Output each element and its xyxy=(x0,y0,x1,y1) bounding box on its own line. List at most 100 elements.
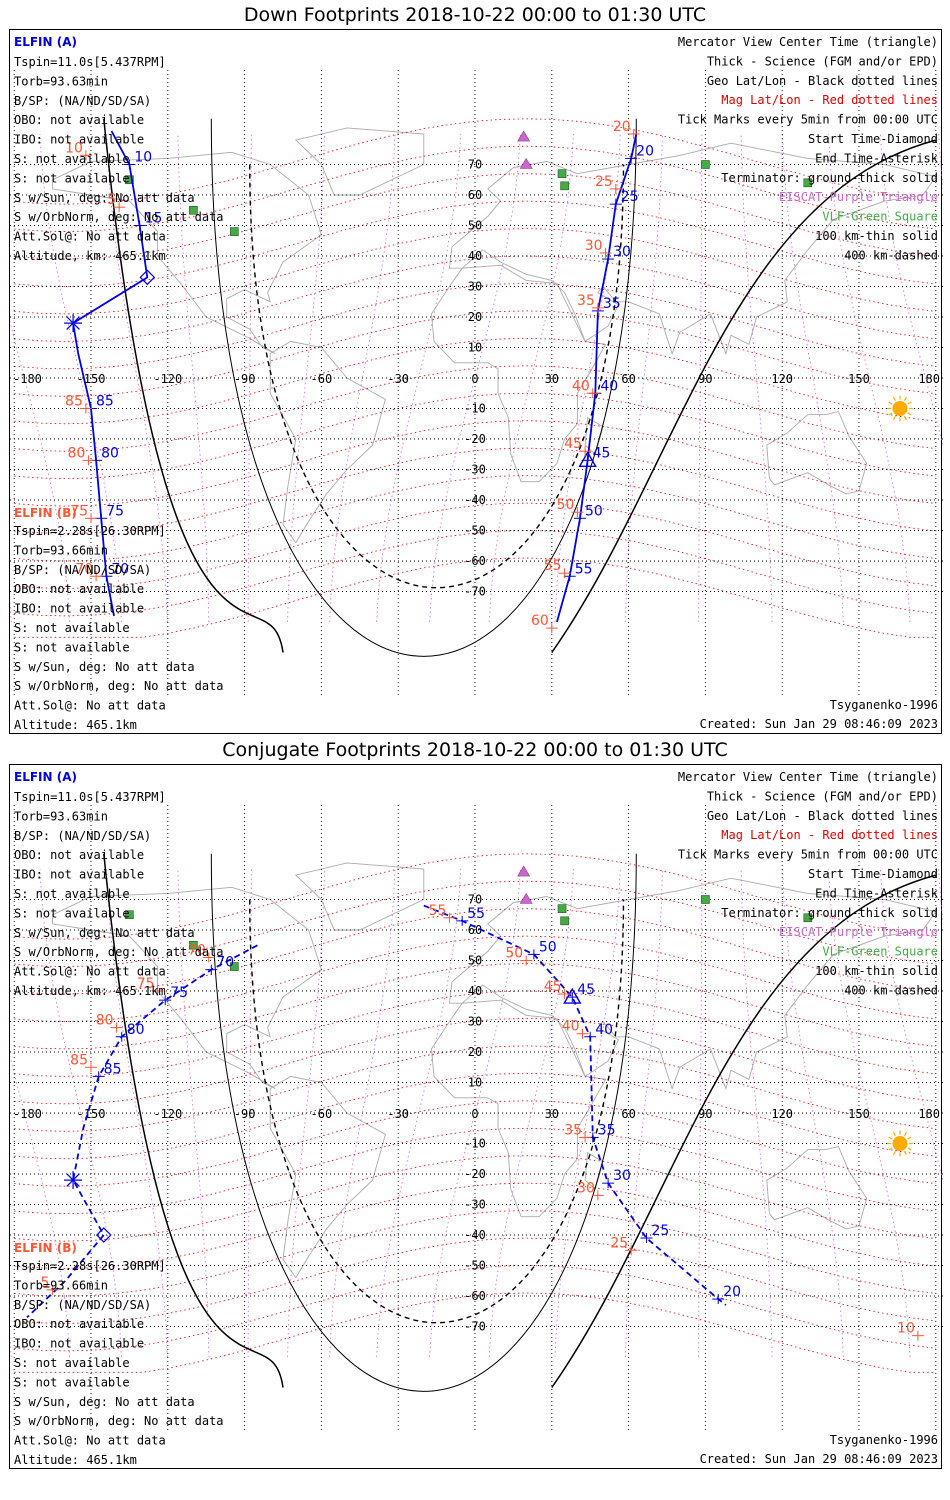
terminator-100km xyxy=(210,853,637,1392)
lat-tick-label: -20 xyxy=(464,1167,486,1181)
lon-tick-label: 0 xyxy=(471,372,478,386)
model-label: Tsyganenko-1996 xyxy=(830,698,938,712)
elfin-b-time-label: 40 xyxy=(562,1019,580,1035)
sun-ray xyxy=(892,1131,896,1137)
elfin-a-info-line: Altitude, km: 465.1km xyxy=(14,984,166,998)
elfin-a-time-label: 70 xyxy=(216,955,234,971)
elfin-a-time-label: 75 xyxy=(170,985,188,1001)
elfin-a-time-label: 20 xyxy=(723,1284,741,1300)
lat-tick-label: -10 xyxy=(464,402,486,416)
lat-tick-label: -60 xyxy=(464,1289,486,1303)
vlf-marker xyxy=(803,913,813,923)
lon-tick-label: 180 xyxy=(918,1107,940,1121)
mag-lat-line xyxy=(14,908,936,995)
lat-tick-label: 40 xyxy=(468,249,482,263)
sun-ray xyxy=(888,1147,893,1151)
sun-ray xyxy=(888,1136,893,1140)
sun-ray xyxy=(903,396,907,402)
coastline xyxy=(294,862,425,931)
eiscat-marker xyxy=(517,130,531,142)
terminator-400km xyxy=(249,164,625,589)
elfin-b-info-line: Att.Sol@: No att data xyxy=(14,699,166,713)
elfin-b-info-line: S: not available xyxy=(14,621,130,635)
lon-tick-label: 120 xyxy=(771,1107,793,1121)
lat-tick-label: -10 xyxy=(464,1137,486,1151)
elfin-a-info-line: Torb=93.63min xyxy=(14,809,108,823)
lon-tick-label: 0 xyxy=(471,1107,478,1121)
elfin-b-info-line: S: not available xyxy=(14,640,130,654)
elfin-a-name: ELFIN (A) xyxy=(14,770,77,784)
elfin-a-track xyxy=(72,130,149,617)
lat-tick-label: 70 xyxy=(468,893,482,907)
elfin-b-info-line: Torb=93.66min xyxy=(14,543,108,557)
elfin-a-time-label: 40 xyxy=(595,1022,613,1038)
elfin-a-info-line: Att.Sol@: No att data xyxy=(14,965,166,979)
sun-ray xyxy=(907,1147,912,1151)
coastline xyxy=(766,411,868,495)
coastline xyxy=(294,127,425,196)
lon-tick-label: -30 xyxy=(387,372,409,386)
lat-tick-label: -30 xyxy=(464,1198,486,1212)
elfin-b-time-label: 50 xyxy=(557,497,575,513)
lat-tick-label: -20 xyxy=(464,432,486,446)
mag-lat-line xyxy=(14,1292,936,1373)
elfin-a-time-label: 35 xyxy=(603,296,621,312)
mag-lon-line xyxy=(698,133,703,623)
legend-entry: Geo Lat/Lon - Black dotted lines xyxy=(707,74,938,88)
created-label: Created: Sun Jan 29 08:46:09 2023 xyxy=(700,1452,938,1466)
lat-tick-label: 60 xyxy=(468,188,482,202)
elfin-a-info-line: S w/OrbNorm, deg: No att data xyxy=(14,210,224,224)
coastline xyxy=(269,1075,386,1279)
lon-tick-label: 30 xyxy=(545,1107,559,1121)
legend-entry: 400 km-dashed xyxy=(844,983,938,997)
elfin-b-time-label: 50 xyxy=(505,946,523,962)
mag-lon-line xyxy=(177,133,210,623)
elfin-a-time-label: 85 xyxy=(96,394,114,410)
elfin-b-info-line: Att.Sol@: No att data xyxy=(14,1434,166,1448)
lon-tick-label: -180 xyxy=(13,1107,42,1121)
legend-entry: Tick Marks every 5min from 00:00 UTC xyxy=(678,848,938,862)
vlf-marker xyxy=(189,205,198,215)
coastline xyxy=(269,340,386,544)
elfin-a-time-label: 70 xyxy=(111,561,129,577)
terminator-100km xyxy=(210,118,637,657)
elfin-a-info-line: S: not available xyxy=(14,171,130,185)
elfin-a-time-label: 25 xyxy=(621,189,639,205)
view-center-triangle xyxy=(563,987,582,1004)
sun-ray xyxy=(903,1150,907,1156)
mag-lat-line xyxy=(14,145,936,233)
elfin-a-info-line: S: not available xyxy=(14,152,130,166)
elfin-b-info-line: Altitude: 465.1km xyxy=(14,1453,137,1467)
sun-ray xyxy=(903,415,907,421)
elfin-b-info-line: OBO: not available xyxy=(14,582,144,596)
coastline xyxy=(431,264,607,483)
elfin-a-info-line: S w/OrbNorm, deg: No att data xyxy=(14,945,224,959)
lat-tick-label: -50 xyxy=(464,1259,486,1273)
legend-entry: End Time-Asterisk xyxy=(815,151,939,165)
coastline xyxy=(766,1146,868,1230)
elfin-a-time-label: 15 xyxy=(145,211,163,227)
mag-lon-line xyxy=(488,868,574,1358)
lat-tick-label: -30 xyxy=(464,463,486,477)
elfin-a-name: ELFIN (A) xyxy=(14,35,77,49)
elfin-b-info-line: S: not available xyxy=(14,1375,130,1389)
elfin-a-info-line: B/SP: (NA/ND/SD/SA) xyxy=(14,94,151,108)
sun-ray xyxy=(907,1136,912,1140)
vlf-marker xyxy=(125,175,134,185)
elfin-a-info-line: Tspin=11.0s[5.437RPM] xyxy=(14,55,166,69)
elfin-a-info-line: S: not available xyxy=(14,906,130,920)
vlf-marker xyxy=(560,916,569,926)
lat-tick-label: -50 xyxy=(464,524,486,538)
end-asterisk xyxy=(66,316,80,330)
elfin-b-info-line: Tspin=2.28s[26.30RPM] xyxy=(14,1259,166,1273)
mag-lat-line xyxy=(14,1100,936,1187)
mag-lat-line xyxy=(14,557,936,638)
elfin-b-time-label: 55 xyxy=(544,558,562,574)
lon-tick-label: -150 xyxy=(77,1107,106,1121)
sun-ray xyxy=(888,401,893,405)
legend-entry: Thick - Science (FGM and/or EPD) xyxy=(707,54,938,68)
elfin-a-track xyxy=(423,904,727,1306)
lon-tick-label: -30 xyxy=(387,1107,409,1121)
elfin-b-time-label: 25 xyxy=(595,174,613,190)
vlf-marker xyxy=(230,962,239,971)
